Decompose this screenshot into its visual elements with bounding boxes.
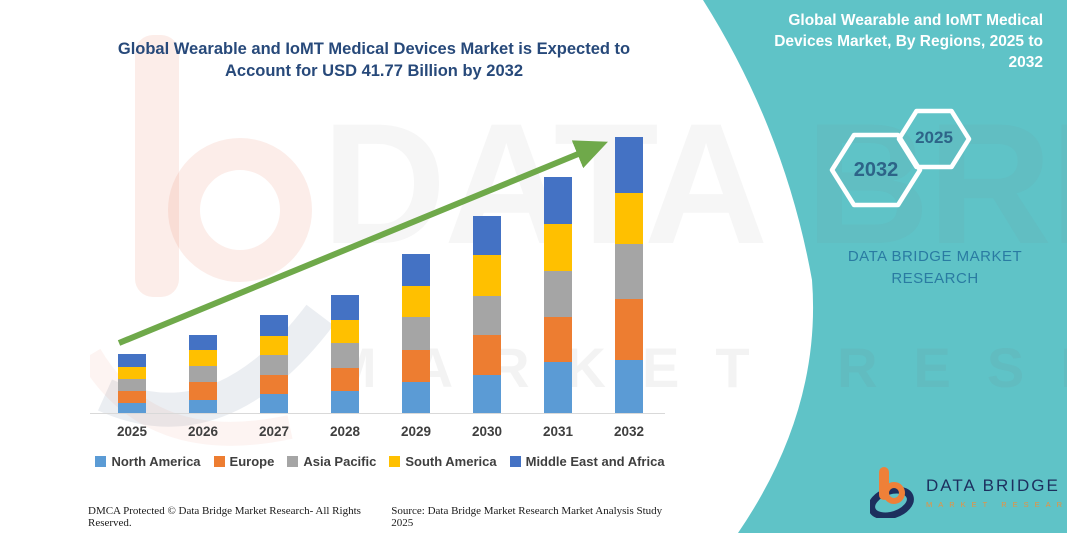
databridge-logo-text: DATA BRIDGE MARKET RESEARCH — [926, 476, 1067, 509]
bar-segment-europe — [473, 335, 501, 375]
bar-segment-europe — [260, 374, 288, 394]
stacked-bar-2032 — [615, 137, 643, 413]
bar-segment-europe — [189, 382, 217, 400]
legend-swatch-asia-pacific — [287, 456, 299, 467]
x-axis-label-2029: 2029 — [400, 424, 432, 439]
bar-segment-europe — [118, 391, 146, 404]
stacked-bar-2028 — [331, 295, 359, 413]
stacked-bar-2025 — [118, 354, 146, 413]
bar-segment-north-america — [189, 399, 217, 413]
bar-segment-asia-pacific — [331, 342, 359, 369]
bar-segment-middle-east-and-africa — [189, 335, 217, 351]
bar-segment-south-america — [260, 335, 288, 356]
bar-segment-middle-east-and-africa — [473, 216, 501, 255]
databridge-logo: DATA BRIDGE MARKET RESEARCH — [870, 466, 1067, 518]
bar-segment-south-america — [402, 285, 430, 317]
bar-segment-asia-pacific — [402, 316, 430, 350]
bar-segment-europe — [331, 368, 359, 391]
legend-item-middle-east-and-africa: Middle East and Africa — [509, 454, 665, 469]
bar-segment-north-america — [118, 403, 146, 413]
bar-segment-asia-pacific — [544, 271, 572, 318]
bar-segment-asia-pacific — [260, 355, 288, 375]
legend-item-north-america: North America — [95, 454, 201, 469]
bar-segment-north-america — [260, 393, 288, 413]
bar-segment-south-america — [615, 193, 643, 245]
legend-label-europe: Europe — [229, 454, 275, 469]
stacked-bar-2027 — [260, 315, 288, 413]
bar-segment-south-america — [544, 223, 572, 272]
stacked-bar-2031 — [544, 177, 572, 413]
bar-segment-asia-pacific — [189, 365, 217, 383]
bar-segment-middle-east-and-africa — [118, 354, 146, 367]
logo-subtext: MARKET RESEARCH — [926, 499, 1067, 509]
bar-segment-middle-east-and-africa — [402, 254, 430, 286]
bar-segment-north-america — [331, 390, 359, 413]
chart-headline: Global Wearable and IoMT Medical Devices… — [117, 40, 631, 80]
bar-segment-europe — [402, 349, 430, 382]
bar-segment-middle-east-and-africa — [331, 295, 359, 321]
footer-source: Source: Data Bridge Market Research Mark… — [391, 505, 663, 529]
logo-name: DATA BRIDGE — [926, 475, 1060, 495]
bar-segment-europe — [544, 317, 572, 362]
bar-segment-middle-east-and-africa — [615, 137, 643, 194]
bar-segment-north-america — [615, 359, 643, 413]
x-axis-label-2026: 2026 — [187, 424, 219, 439]
bar-segment-north-america — [544, 361, 572, 413]
side-panel-title: Global Wearable and IoMT Medical Devices… — [774, 12, 1043, 71]
bar-segment-north-america — [473, 374, 501, 413]
databridge-logo-icon — [870, 467, 914, 518]
legend-label-south-america: South America — [405, 454, 497, 469]
bar-segment-south-america — [118, 366, 146, 379]
legend-swatch-europe — [213, 456, 225, 467]
hexagon-badges — [829, 108, 972, 208]
bar-segment-europe — [615, 299, 643, 360]
stacked-bar-2029 — [402, 254, 430, 413]
legend-item-europe: Europe — [213, 454, 275, 469]
legend-swatch-middle-east-and-africa — [509, 456, 521, 467]
legend-label-north-america: North America — [111, 454, 201, 469]
legend-swatch-south-america — [389, 456, 401, 467]
stacked-bar-2030 — [473, 216, 501, 413]
legend-label-middle-east-and-africa: Middle East and Africa — [525, 454, 665, 469]
bar-segment-south-america — [189, 350, 217, 366]
bar-segment-asia-pacific — [118, 378, 146, 392]
side-panel-brand-text: DATA BRIDGE MARKET RESEARCH — [847, 248, 1023, 287]
bar-segment-south-america — [473, 254, 501, 297]
legend-label-asia-pacific: Asia Pacific — [303, 454, 377, 469]
hexagon-2025-outline — [896, 108, 972, 170]
legend-item-asia-pacific: Asia Pacific — [287, 454, 376, 469]
chart-legend: North America Europe Asia Pacific South Ame… — [88, 454, 672, 469]
x-axis-label-2032: 2032 — [613, 424, 645, 439]
bar-segment-south-america — [331, 320, 359, 343]
hexagon-2032-outline — [829, 132, 923, 208]
hexagon-year-2025: 2025 — [915, 128, 953, 147]
x-axis-line — [90, 413, 665, 414]
footer-dmca: DMCA Protected © Data Bridge Market Rese… — [88, 505, 361, 529]
watermark-text-market-research: MARKET RESEARCH — [330, 336, 1067, 399]
bar-segment-asia-pacific — [473, 296, 501, 336]
x-axis-label-2031: 2031 — [542, 424, 574, 439]
x-axis-label-2027: 2027 — [258, 424, 290, 439]
bar-segment-middle-east-and-africa — [544, 177, 572, 224]
bar-segment-north-america — [402, 382, 430, 413]
x-axis-label-2030: 2030 — [471, 424, 503, 439]
bar-segment-middle-east-and-africa — [260, 315, 288, 336]
footer: DMCA Protected © Data Bridge Market Rese… — [88, 505, 672, 529]
stacked-bar-2026 — [189, 335, 217, 413]
x-axis-label-2025: 2025 — [116, 424, 148, 439]
x-axis-label-2028: 2028 — [329, 424, 361, 439]
legend-item-south-america: South America — [389, 454, 497, 469]
legend-swatch-north-america — [95, 456, 107, 467]
bar-segment-asia-pacific — [615, 244, 643, 300]
hexagon-year-2032: 2032 — [853, 159, 899, 181]
